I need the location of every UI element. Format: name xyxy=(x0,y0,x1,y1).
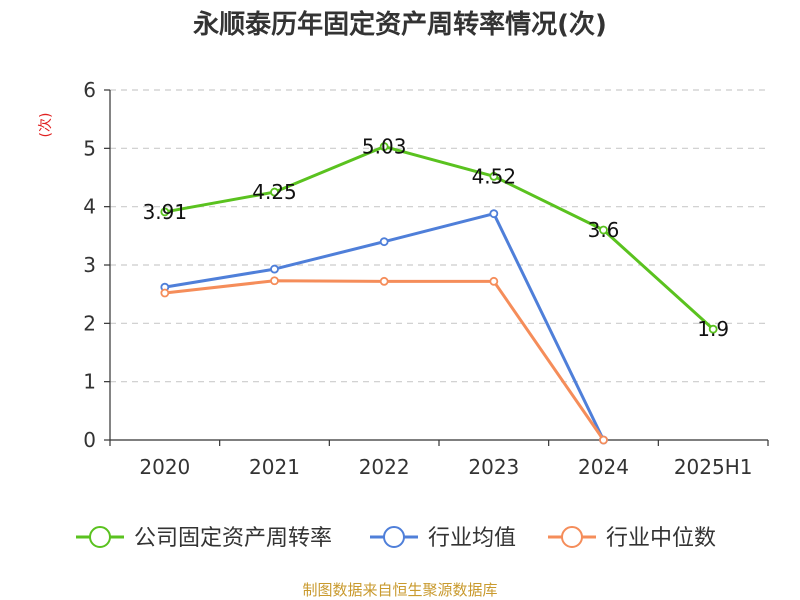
data-label: 3.6 xyxy=(588,218,620,242)
series-0 xyxy=(160,142,718,334)
data-point xyxy=(489,276,499,286)
data-point xyxy=(489,209,499,219)
data-point xyxy=(270,276,279,286)
grid-lines xyxy=(110,89,768,383)
legend-label: 行业均值 xyxy=(428,526,516,551)
data-point xyxy=(160,288,170,298)
data-point xyxy=(160,207,170,217)
data-labels: 3.91 4.25 5.03 4.52 3.6 1.9 xyxy=(143,135,730,342)
y-tick-label: 0 xyxy=(83,428,96,452)
x-tick-label: 2024 xyxy=(578,455,629,479)
data-label: 4.25 xyxy=(252,180,297,204)
x-tick-label: 2022 xyxy=(359,455,410,479)
series-line xyxy=(164,145,715,331)
legend: 公司固定资产周转率 行业均值 行业中位数 xyxy=(76,526,716,551)
data-label: 1.9 xyxy=(697,317,729,341)
data-point xyxy=(708,324,718,334)
series-2 xyxy=(160,276,608,445)
legend-marker xyxy=(561,526,583,548)
y-tick-label: 4 xyxy=(83,195,96,219)
y-tick-labels: 0 1 2 3 4 5 6 xyxy=(83,78,96,452)
y-tick-label: 6 xyxy=(83,78,96,102)
data-point xyxy=(379,276,389,286)
y-tick-label: 1 xyxy=(83,370,96,394)
data-label: 5.03 xyxy=(362,135,407,159)
axes xyxy=(104,89,769,446)
data-point xyxy=(270,264,279,274)
data-point xyxy=(379,142,389,151)
data-point xyxy=(599,435,608,445)
data-label: 3.91 xyxy=(143,200,188,224)
legend-item-0: 公司固定资产周转率 xyxy=(76,526,332,551)
data-label: 4.52 xyxy=(472,164,517,188)
x-tick-label: 2021 xyxy=(249,455,300,479)
x-tick-labels: 2020 2021 2022 2023 2024 2025H1 xyxy=(139,455,752,479)
chart-title: 永顺泰历年固定资产周转率情况(次) xyxy=(193,9,607,40)
series-line xyxy=(164,212,605,441)
y-tick-label: 3 xyxy=(83,253,96,277)
source-note: 制图数据来自恒生聚源数据库 xyxy=(302,581,497,599)
legend-label: 公司固定资产周转率 xyxy=(134,526,332,551)
series-layer xyxy=(160,142,718,445)
data-point xyxy=(489,171,499,181)
data-point xyxy=(379,237,389,247)
y-tick-label: 5 xyxy=(83,136,96,160)
legend-label: 行业中位数 xyxy=(606,526,716,551)
legend-marker xyxy=(383,526,405,548)
y-tick-label: 2 xyxy=(83,311,96,335)
y-axis-label: (次) xyxy=(38,113,54,138)
series-1 xyxy=(160,209,608,445)
x-tick-label: 2023 xyxy=(468,455,519,479)
legend-item-1: 行业均值 xyxy=(370,526,516,551)
legend-item-2: 行业中位数 xyxy=(548,526,716,551)
data-point xyxy=(270,187,279,197)
x-tick-label: 2020 xyxy=(139,455,190,479)
x-tick-label: 2025H1 xyxy=(674,455,753,479)
data-point xyxy=(599,225,608,235)
legend-marker xyxy=(89,526,111,548)
